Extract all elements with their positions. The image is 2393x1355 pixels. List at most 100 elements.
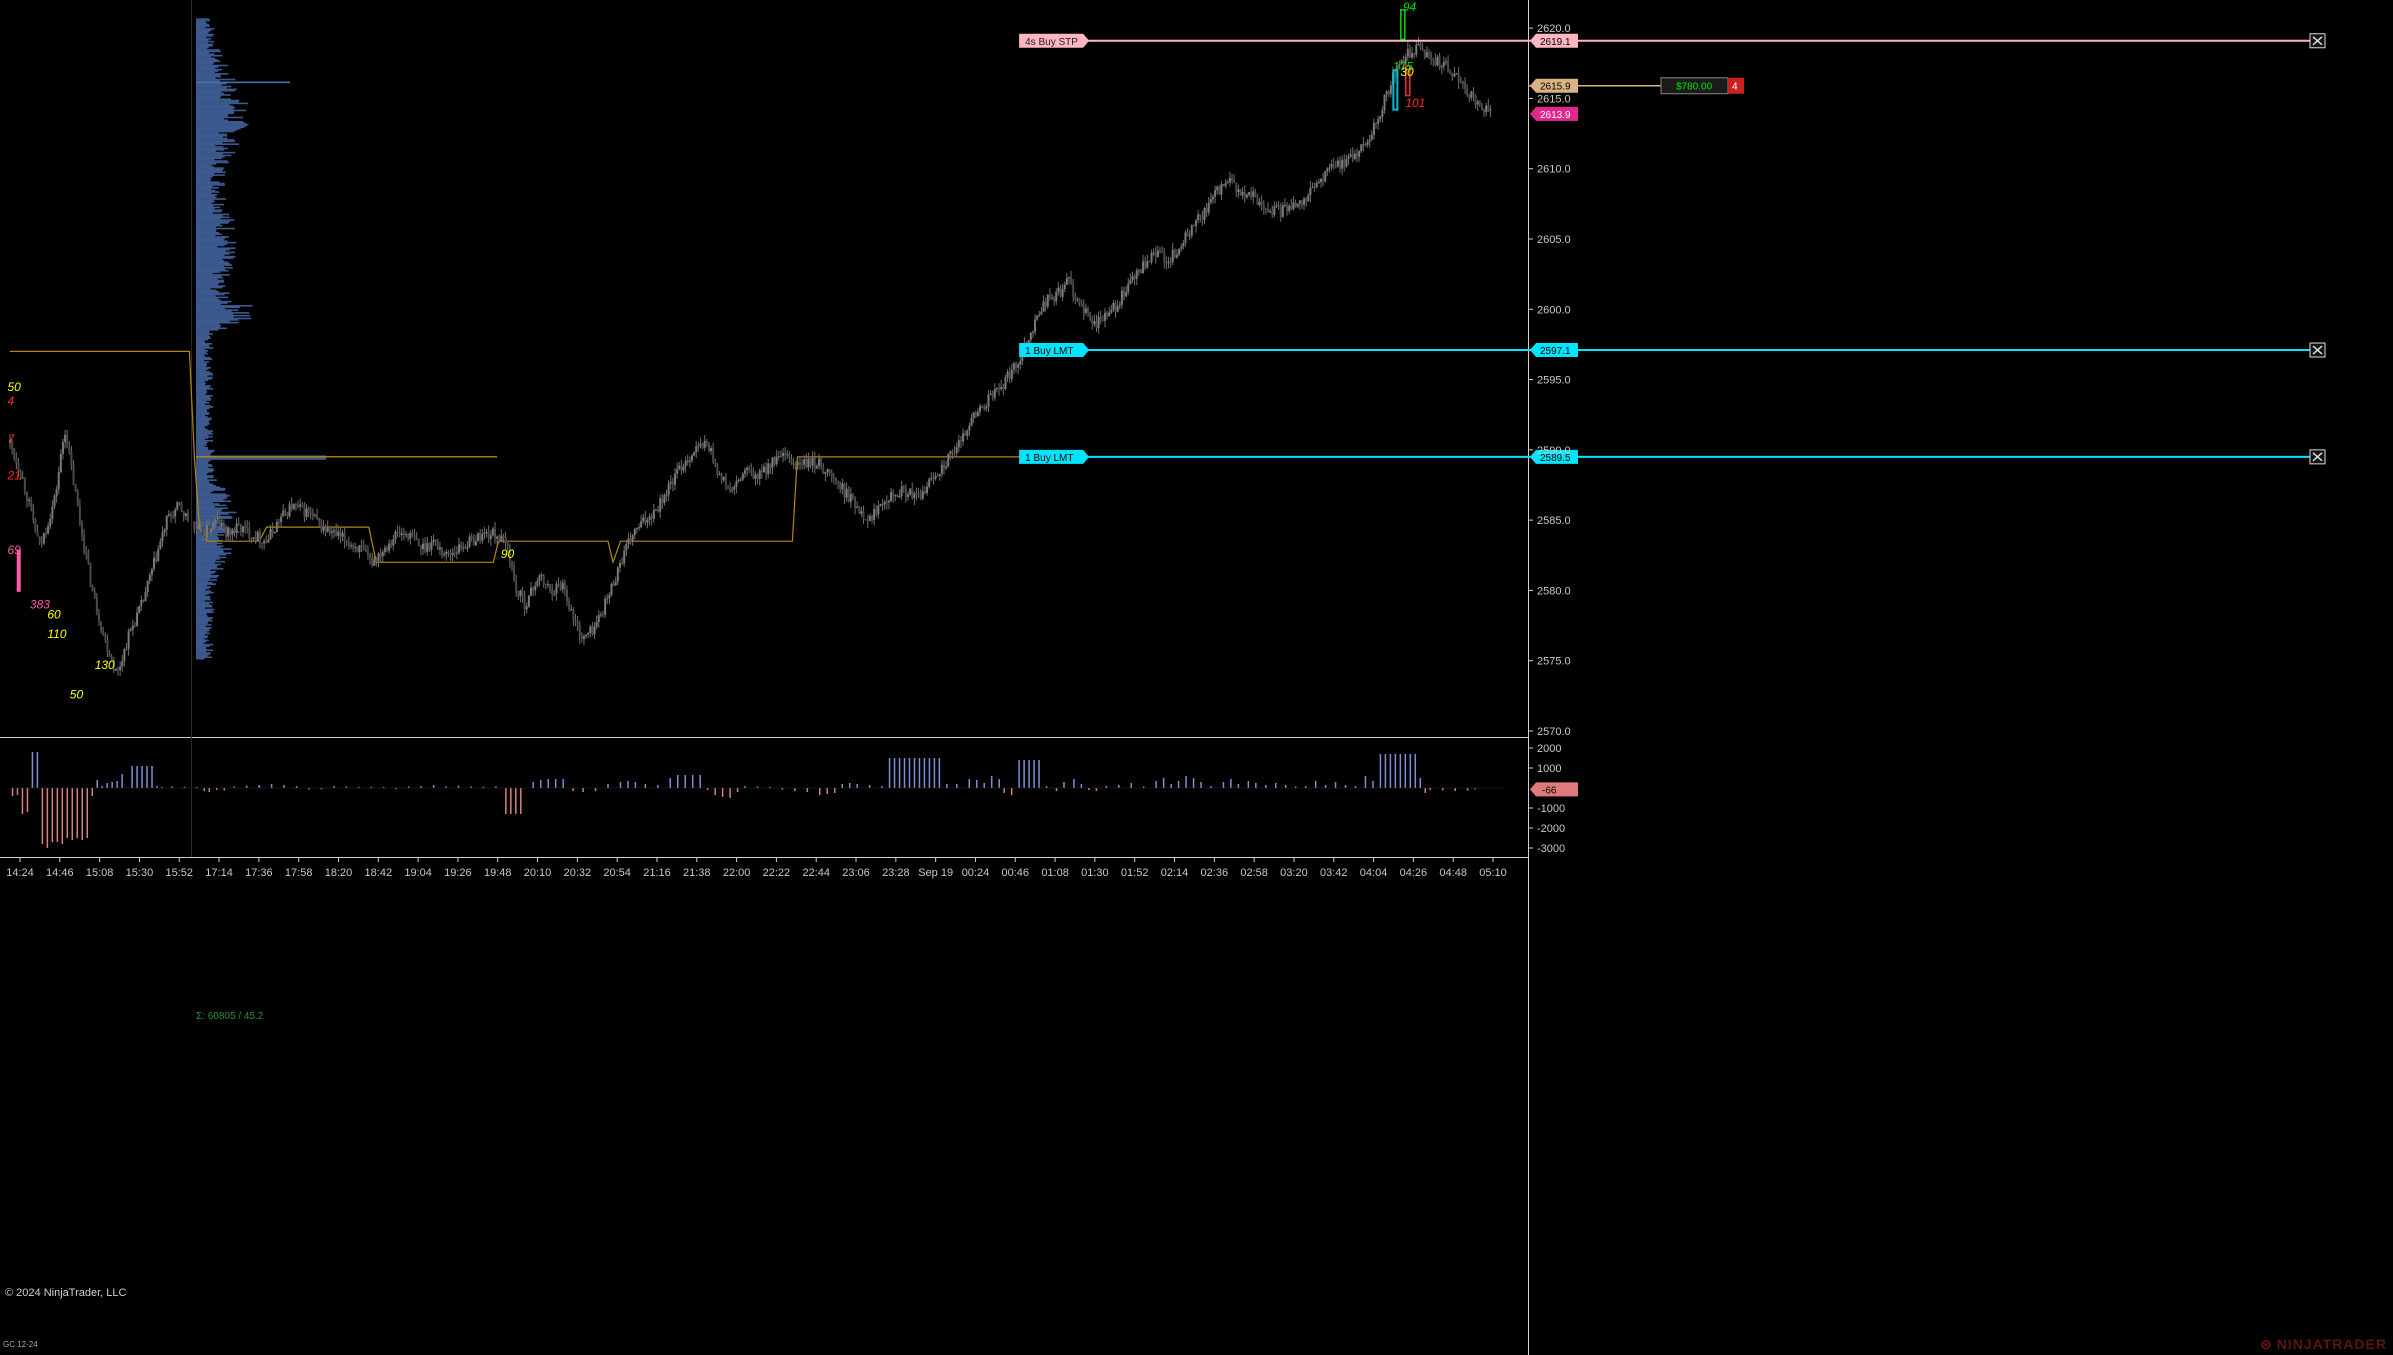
candle-body xyxy=(879,504,882,507)
candle-body xyxy=(1383,94,1386,110)
candle-body xyxy=(870,515,873,521)
candle-body xyxy=(246,526,249,529)
candle-body xyxy=(957,440,960,448)
candle-body xyxy=(868,515,871,521)
profile-bar xyxy=(196,146,224,148)
candle-body xyxy=(1256,195,1259,205)
candle-body xyxy=(449,552,452,555)
candle-body xyxy=(508,546,511,562)
candle-body xyxy=(976,411,979,417)
candle-body xyxy=(419,544,422,550)
profile-bar xyxy=(196,68,222,71)
candle-body xyxy=(572,609,575,621)
candle-body xyxy=(902,486,905,489)
profile-bar xyxy=(196,140,235,143)
profile-bar xyxy=(196,205,214,207)
candle-body xyxy=(1110,309,1113,313)
candle-body xyxy=(1161,250,1164,253)
profile-bar xyxy=(196,397,212,400)
close-icon xyxy=(2312,36,2323,46)
last-price-label: 2613.9 xyxy=(1540,110,1571,121)
candle-body xyxy=(1002,386,1005,390)
profile-bar xyxy=(196,650,207,653)
candle-body xyxy=(1146,261,1149,268)
orders-layer[interactable]: 4s Buy STP 2619.1 1 Buy LMT 2597.1 1 Buy LMT… xyxy=(1019,33,2326,465)
candle-body xyxy=(748,467,751,470)
profile-bar xyxy=(196,597,210,600)
candle-body xyxy=(95,596,98,614)
candle-body xyxy=(627,538,630,545)
profile-bar xyxy=(196,657,205,660)
candle-body xyxy=(697,445,700,447)
profile-bar xyxy=(196,382,206,384)
candle-body xyxy=(51,506,54,520)
profile-bar xyxy=(196,43,214,46)
candle-body xyxy=(746,467,749,471)
candle-body xyxy=(1192,225,1195,227)
profile-bar xyxy=(196,506,215,508)
candle-body xyxy=(66,434,69,448)
candle-body xyxy=(1224,183,1227,187)
profile-bar xyxy=(196,330,210,332)
profile-bar xyxy=(196,178,212,181)
profile-bar xyxy=(196,469,215,472)
profile-bar xyxy=(196,136,223,138)
profile-bar xyxy=(196,380,205,383)
candle-body xyxy=(964,433,967,436)
candle-body xyxy=(1300,200,1303,205)
candle-body xyxy=(826,469,829,473)
candle-body xyxy=(426,542,429,552)
candle-body xyxy=(1277,205,1280,207)
candle-body xyxy=(34,520,37,532)
candle-body xyxy=(1186,232,1189,237)
candle-body xyxy=(142,600,145,602)
delta-last-tag xyxy=(1530,782,1578,797)
profile-bar xyxy=(196,335,211,338)
profile-bar xyxy=(196,129,238,131)
profile-bar xyxy=(196,522,224,525)
candle-body xyxy=(1468,95,1471,99)
candle-body xyxy=(621,562,624,564)
candle-body xyxy=(72,465,75,485)
candle-body xyxy=(373,559,376,566)
candle-body xyxy=(28,499,31,502)
candle-body xyxy=(1345,158,1348,167)
profile-bar xyxy=(196,127,241,130)
profile-bar xyxy=(196,395,213,397)
candle-body xyxy=(625,544,628,551)
candle-body xyxy=(930,478,933,480)
highlight-candle xyxy=(1400,9,1406,41)
candle-body xyxy=(1305,198,1308,202)
candle-body xyxy=(940,464,943,475)
profile-bar xyxy=(196,163,217,165)
candle-body xyxy=(1324,171,1327,182)
x-tick-label: 23:06 xyxy=(842,867,870,879)
profile-bar xyxy=(196,632,210,635)
profile-bar xyxy=(196,420,209,422)
profile-bar xyxy=(196,81,290,84)
profile-bar xyxy=(196,223,221,226)
candle-body xyxy=(481,533,484,541)
candle-body xyxy=(1046,294,1049,307)
candle-body xyxy=(1019,360,1022,365)
position-layer[interactable]: $780.00 4 2615.9 2613.9 xyxy=(1528,77,1744,121)
candle-body xyxy=(483,532,486,534)
candle-body xyxy=(496,536,499,539)
candle-body xyxy=(896,495,899,498)
candle-body xyxy=(40,542,43,544)
candle-body xyxy=(1087,308,1090,313)
candle-body xyxy=(64,434,67,443)
profile-bar xyxy=(196,373,214,376)
candle-body xyxy=(758,470,761,479)
candle-body xyxy=(856,506,859,509)
profile-bar xyxy=(196,482,210,484)
highlight-candle xyxy=(16,549,21,592)
profile-bar xyxy=(196,196,217,199)
candle-body xyxy=(13,448,16,458)
candle-body xyxy=(1269,211,1272,213)
candle-body xyxy=(239,524,242,533)
candle-body xyxy=(474,541,477,546)
profile-bar xyxy=(196,64,228,67)
candle-body xyxy=(1006,371,1009,378)
